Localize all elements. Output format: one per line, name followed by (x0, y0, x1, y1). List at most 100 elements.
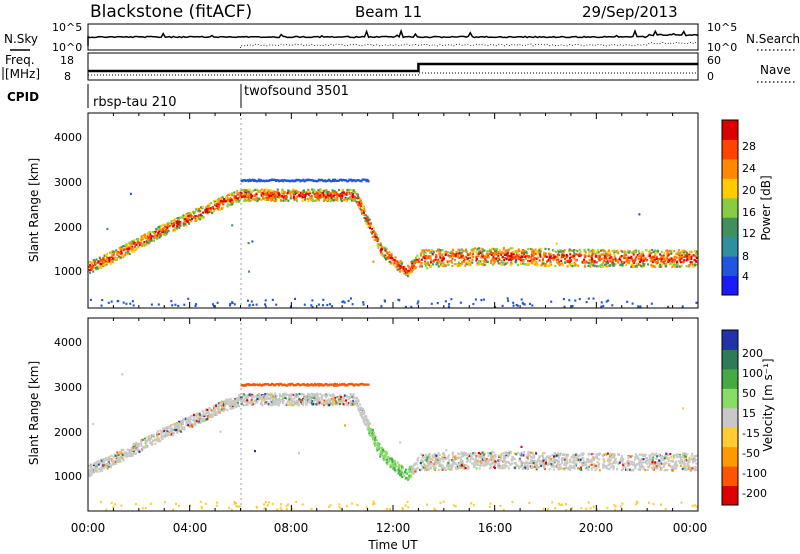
scatter-cell (381, 454, 384, 458)
scatter-cell (136, 443, 138, 446)
scatter-cell (466, 457, 469, 460)
scatter-cell (471, 259, 474, 262)
scatter-cell (475, 250, 478, 253)
scatter-cell (360, 202, 363, 205)
scatter-cell (679, 464, 682, 467)
scatter-cell (603, 259, 606, 263)
scatter-cell (431, 462, 434, 465)
scatter-cell (645, 259, 648, 262)
scatter-cell (612, 264, 615, 267)
scatter-cell (236, 200, 238, 203)
scatter-cell (391, 257, 394, 260)
scatter-cell (372, 226, 375, 229)
scatter-cell (590, 255, 593, 259)
scatter-cell (555, 261, 558, 264)
scatter-cell (130, 448, 133, 451)
scatter-cell (235, 399, 238, 402)
scatter-cell (212, 207, 215, 210)
scatter-cell (278, 196, 281, 199)
scatter-cell (427, 468, 430, 471)
scatter-cell (353, 402, 356, 405)
scatter-cell (512, 457, 515, 460)
scatter-cell (541, 452, 544, 455)
scatter-cell (690, 256, 693, 259)
scatter-cell (530, 451, 533, 454)
scatter-cell (301, 192, 304, 195)
scatter-cell (225, 196, 228, 199)
scatter-cell (474, 247, 476, 250)
scatter-cell (317, 403, 320, 406)
scatter-cell (272, 395, 274, 398)
scatter-cell (678, 265, 681, 268)
scatter-cell (274, 397, 277, 400)
power-cbar-tick-4: 4 (742, 270, 749, 283)
scatter-cell (410, 270, 413, 273)
scatter-cell (495, 249, 498, 252)
scatter-cell (289, 403, 292, 406)
scatter-cell (120, 451, 123, 454)
scatter-cell (477, 461, 480, 464)
scatter-cell (144, 444, 147, 448)
scatter-cell (246, 188, 249, 191)
scatter-cell (345, 401, 348, 404)
scatter-cell (99, 264, 102, 267)
scatter-cell (410, 305, 413, 308)
scatter-cell (142, 236, 145, 239)
scatter-cell (432, 263, 435, 266)
scatter-cell (556, 466, 559, 469)
scatter-cell (691, 261, 694, 264)
scatter-cell (430, 251, 433, 254)
scatter-cell (559, 463, 562, 466)
scatter-cell (136, 445, 139, 448)
scatter-cell (206, 408, 209, 411)
scatter-cell (108, 259, 111, 262)
scatter-cell (290, 398, 293, 401)
scatter-cell (244, 192, 247, 195)
scatter-cell (530, 261, 533, 264)
scatter-cell (592, 455, 595, 459)
scatter-cell (585, 463, 588, 466)
scatter-cell (282, 400, 285, 403)
scatter-cell (310, 197, 313, 200)
scatter-cell (483, 263, 486, 267)
scatter-cell (397, 467, 400, 470)
scatter-cell (512, 301, 515, 304)
scatter-cell (100, 466, 103, 469)
scatter-cell (414, 267, 417, 270)
scatter-cell (136, 247, 138, 250)
scatter-cell (559, 249, 562, 252)
scatter-cell (229, 200, 232, 203)
scatter-cell (238, 196, 241, 199)
scatter-cell (162, 223, 165, 226)
scatter-cell (221, 196, 224, 199)
scatter-cell (279, 199, 282, 202)
scatter-cell (100, 264, 103, 267)
scatter-cell (408, 273, 410, 276)
scatter-cell (568, 248, 571, 251)
scatter-cell (274, 197, 277, 201)
scatter-cell (490, 456, 493, 459)
power-cbar-tick-8: 8 (742, 250, 749, 263)
scatter-cell (576, 454, 579, 457)
scatter-cell (515, 303, 518, 307)
scatter-cell (582, 456, 585, 460)
scatter-cell (628, 262, 631, 265)
scatter-cell (173, 428, 176, 431)
scatter-cell (407, 476, 410, 479)
scatter-cell (407, 274, 409, 278)
scatter-cell (483, 255, 486, 258)
scatter-cell (298, 179, 301, 182)
scatter-cell (359, 414, 362, 417)
scatter-cell (222, 200, 225, 203)
scatter-cell (264, 402, 266, 405)
scatter-cell (292, 196, 295, 199)
scatter-cell (207, 411, 210, 415)
scatter-cell (403, 269, 406, 272)
scatter-cell (256, 198, 259, 201)
scatter-cell (638, 260, 641, 263)
scatter-cell (437, 452, 440, 455)
scatter-cell (223, 402, 225, 405)
scatter-cell (181, 427, 184, 431)
scatter-cell (466, 465, 469, 468)
scatter-cell (396, 469, 399, 472)
